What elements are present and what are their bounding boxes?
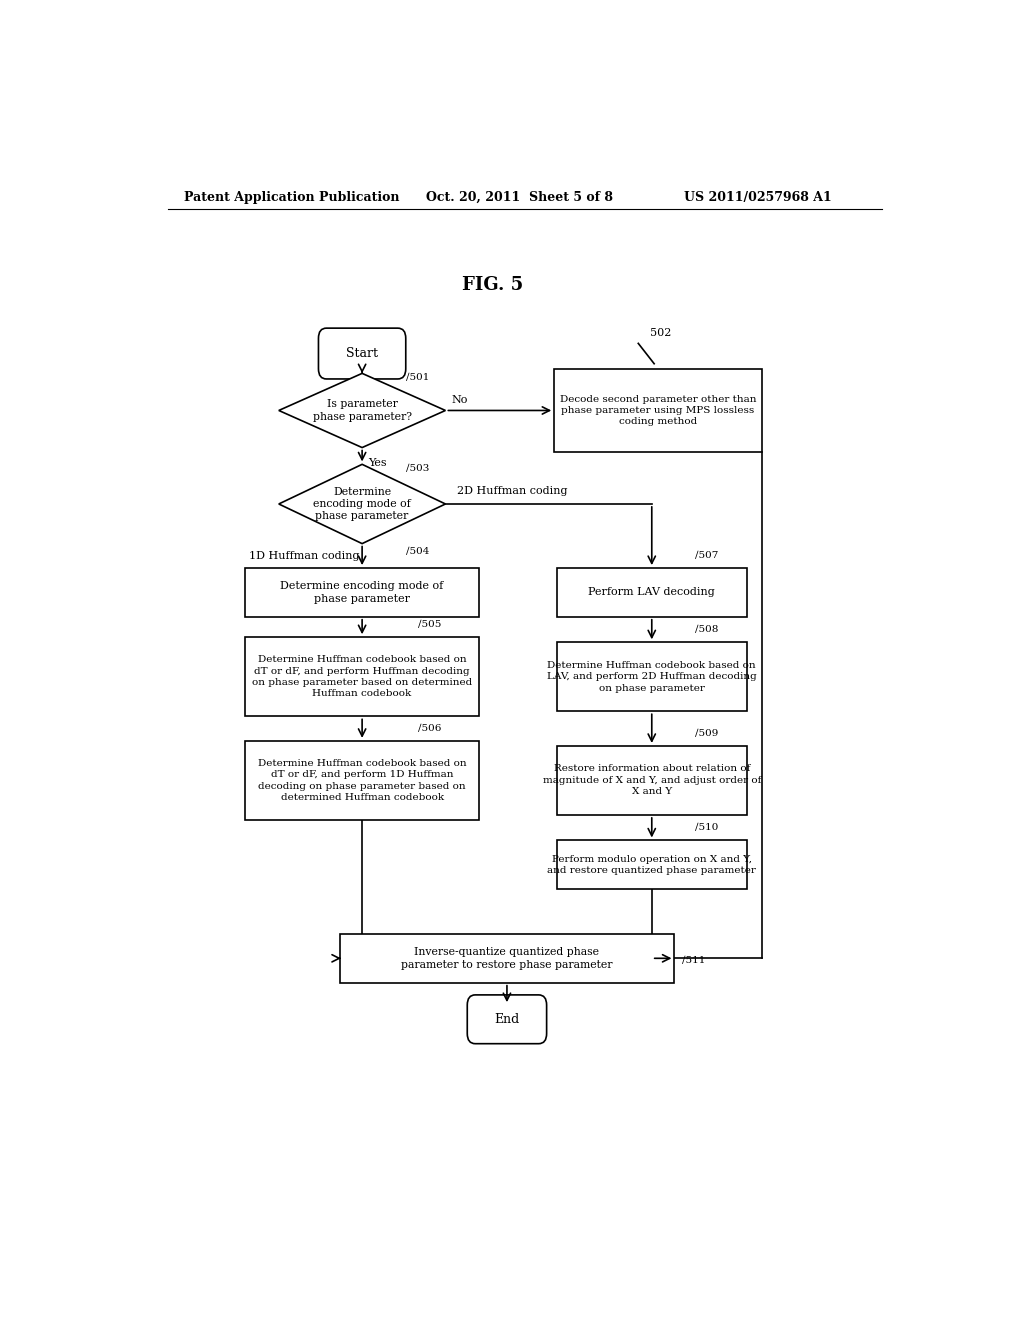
Polygon shape: [279, 465, 445, 544]
FancyBboxPatch shape: [557, 841, 748, 890]
Text: Yes: Yes: [368, 458, 386, 467]
Text: No: No: [452, 396, 468, 405]
FancyBboxPatch shape: [245, 568, 479, 616]
FancyBboxPatch shape: [557, 746, 748, 814]
Text: ∕507: ∕507: [695, 550, 719, 560]
FancyBboxPatch shape: [557, 643, 748, 711]
Text: US 2011/0257968 A1: US 2011/0257968 A1: [684, 190, 831, 203]
Text: Determine Huffman codebook based on
LAV, and perform 2D Huffman decoding
on phas: Determine Huffman codebook based on LAV,…: [547, 661, 757, 693]
Text: Determine Huffman codebook based on
dT or dF, and perform 1D Huffman
decoding on: Determine Huffman codebook based on dT o…: [258, 759, 466, 803]
Text: Determine Huffman codebook based on
dT or dF, and perform Huffman decoding
on ph: Determine Huffman codebook based on dT o…: [252, 655, 472, 698]
FancyBboxPatch shape: [554, 368, 762, 453]
Text: Perform modulo operation on X and Y,
and restore quantized phase parameter: Perform modulo operation on X and Y, and…: [548, 854, 756, 875]
Polygon shape: [279, 374, 445, 447]
Text: Oct. 20, 2011  Sheet 5 of 8: Oct. 20, 2011 Sheet 5 of 8: [426, 190, 612, 203]
FancyBboxPatch shape: [318, 329, 406, 379]
Text: 502: 502: [650, 329, 672, 338]
Text: ∕508: ∕508: [695, 626, 719, 634]
Text: 2D Huffman coding: 2D Huffman coding: [458, 486, 568, 496]
Text: Start: Start: [346, 347, 378, 360]
Text: End: End: [495, 1012, 519, 1026]
Text: Patent Application Publication: Patent Application Publication: [183, 190, 399, 203]
Text: Determine encoding mode of
phase parameter: Determine encoding mode of phase paramet…: [281, 581, 443, 603]
FancyBboxPatch shape: [340, 935, 674, 982]
Text: ∕504: ∕504: [406, 546, 429, 556]
Text: FIG. 5: FIG. 5: [463, 276, 523, 294]
Text: Determine
encoding mode of
phase parameter: Determine encoding mode of phase paramet…: [313, 487, 411, 521]
FancyBboxPatch shape: [245, 741, 479, 820]
Text: Inverse-quantize quantized phase
parameter to restore phase parameter: Inverse-quantize quantized phase paramet…: [401, 946, 612, 970]
Text: ∕511: ∕511: [682, 957, 705, 965]
Text: Decode second parameter other than
phase parameter using MPS lossless
coding met: Decode second parameter other than phase…: [560, 395, 757, 426]
Text: ∕501: ∕501: [406, 374, 429, 381]
Text: Perform LAV decoding: Perform LAV decoding: [589, 587, 715, 598]
FancyBboxPatch shape: [557, 568, 748, 616]
Text: ∕506: ∕506: [418, 723, 441, 733]
Text: 1D Huffman coding: 1D Huffman coding: [249, 550, 359, 561]
Text: Is parameter
phase parameter?: Is parameter phase parameter?: [312, 399, 412, 421]
Text: Restore information about relation of
magnitude of X and Y, and adjust order of
: Restore information about relation of ma…: [543, 764, 761, 796]
Text: ∕509: ∕509: [695, 729, 719, 738]
FancyBboxPatch shape: [245, 638, 479, 717]
Text: ∕505: ∕505: [418, 620, 441, 628]
Text: ∕510: ∕510: [695, 824, 719, 832]
Text: ∕503: ∕503: [406, 465, 429, 474]
FancyBboxPatch shape: [467, 995, 547, 1044]
